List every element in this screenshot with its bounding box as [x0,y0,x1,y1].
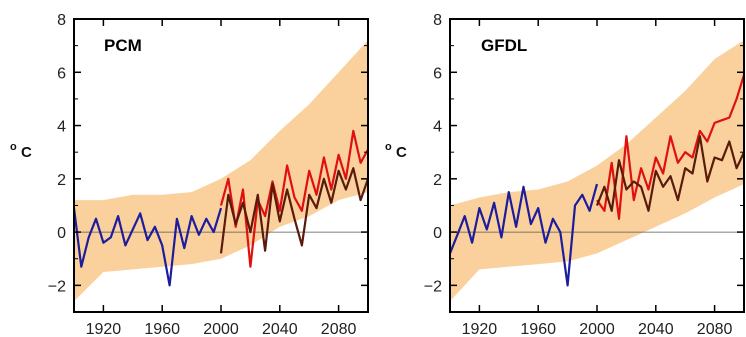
gfdl-panel: −2 0 2 4 6 8 1920 1960 2000 2040 2080 GFDL o C [385,12,745,337]
gfdl-y-tick-label: 8 [433,12,442,29]
pcm-x-tick-label: 2040 [262,321,298,337]
pcm-y-tick-label: −2 [48,278,66,295]
gfdl-x-tick-label: 2000 [579,321,615,337]
gfdl-x-tick-label: 2080 [697,321,733,337]
pcm-x-tick-label: 2000 [203,321,239,337]
svg-text:o: o [10,141,17,153]
pcm-y-tick-label: 2 [57,172,66,189]
pcm-x-tick-label: 1920 [86,321,122,337]
gfdl-y-tick-label: −2 [424,278,442,295]
gfdl-model-spread-band [450,40,744,302]
gfdl-y-tick-label: 6 [433,65,442,82]
gfdl-y-axis-label: o C [385,141,407,161]
gfdl-panel-title: GFDL [481,36,527,55]
gfdl-y-tick-label: 0 [433,225,442,242]
pcm-panel-title: PCM [104,36,142,55]
pcm-model-spread-band [74,40,368,302]
svg-text:C: C [396,144,407,161]
pcm-y-tick-label: 4 [57,119,66,136]
pcm-x-tick-label: 1960 [144,321,180,337]
gfdl-y-tick-label: 4 [433,119,442,136]
pcm-y-axis-label: o C [10,141,32,161]
pcm-y-tick-label: 0 [57,225,66,242]
gfdl-y-tick-label: 2 [433,172,442,189]
gfdl-x-tick-label: 2040 [638,321,674,337]
pcm-panel: −2 0 2 4 6 8 1920 1960 2000 2040 2080 PCM o C [10,12,369,337]
gfdl-projection-red-line [596,74,744,220]
pcm-y-tick-label: 8 [57,12,66,29]
svg-text:o: o [385,141,392,153]
gfdl-observed-line [450,183,599,287]
pcm-x-tick-label: 2080 [321,321,357,337]
pcm-y-tick-label: 6 [57,65,66,82]
svg-text:C: C [21,144,32,161]
gfdl-projection-darkred-line [595,135,744,212]
gfdl-x-tick-label: 1920 [462,321,498,337]
pcm-projection-darkred-line [219,167,368,254]
pcm-observed-line [74,207,223,287]
gfdl-x-tick-label: 1960 [520,321,556,337]
